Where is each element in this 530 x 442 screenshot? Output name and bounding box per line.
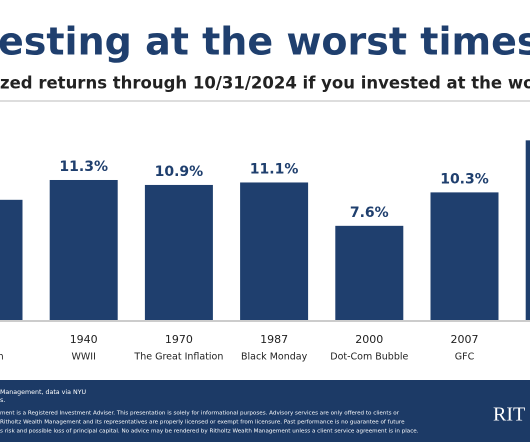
x-tick-label: 2007 — [451, 333, 479, 346]
chart-subtitle: zed returns through 10/31/2024 if you in… — [0, 74, 530, 93]
x-tick-sublabel: WWII — [72, 352, 96, 363]
bar — [430, 192, 499, 320]
bar — [0, 199, 23, 320]
bar — [49, 179, 118, 320]
value-label: 7.6% — [350, 205, 389, 221]
x-tick-sublabel: Dot-Com Bubble — [330, 352, 408, 363]
bar — [525, 140, 530, 320]
chart-title: esting at the worst times — [0, 20, 530, 64]
bar — [335, 225, 404, 320]
value-label: 11.1% — [250, 161, 299, 177]
value-label: 11.3% — [59, 159, 108, 175]
bar — [144, 184, 213, 320]
x-tick-sublabel: The Great Inflation — [133, 352, 223, 363]
source-note: Management, data via NYU — [0, 389, 87, 396]
bar — [240, 182, 309, 320]
x-tick-label: 1987 — [260, 333, 288, 346]
disclaimer: s risk and possible loss of principal ca… — [0, 429, 419, 435]
x-tick-sublabel: ession — [0, 352, 4, 363]
value-label: 10.9% — [155, 164, 204, 180]
footer — [0, 380, 530, 442]
x-tick-sublabel: Black Monday — [241, 352, 308, 363]
x-tick-label: 2000 — [355, 333, 383, 346]
x-tick-sublabel: GFC — [455, 352, 475, 363]
disclaimer: ment is a Registered Investment Adviser.… — [0, 411, 400, 417]
logo: RIT — [493, 404, 525, 426]
source-note: s. — [0, 397, 5, 404]
x-tick-label: 1940 — [70, 333, 98, 346]
x-tick-label: 1970 — [165, 333, 193, 346]
value-label: 10.3% — [440, 171, 489, 187]
disclaimer: Ritholtz Wealth Management and its repre… — [0, 420, 405, 426]
